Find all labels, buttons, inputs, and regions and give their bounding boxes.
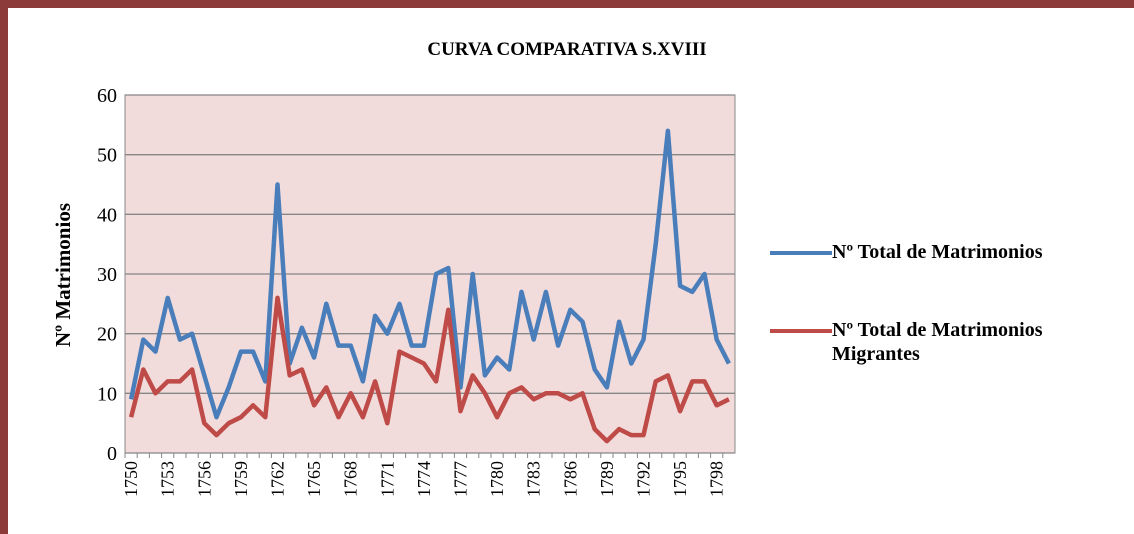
legend-label: Nº Total de Matrimonios Migrantes	[832, 319, 1043, 365]
x-tick-label: 1783	[524, 461, 544, 497]
y-tick-label: 10	[97, 383, 117, 405]
x-tick-label: 1768	[341, 461, 361, 497]
y-axis-label: Nº Matrimonios	[51, 203, 75, 347]
x-tick-label: 1759	[231, 461, 251, 497]
y-tick-label: 0	[107, 443, 117, 465]
x-tick-label: 1771	[377, 461, 397, 497]
x-tick-label: 1780	[487, 461, 507, 497]
x-tick-label: 1765	[304, 461, 324, 497]
legend-swatch	[770, 251, 832, 255]
x-tick-label: 1795	[670, 461, 690, 497]
series-line	[128, 295, 730, 444]
x-tick-label: 1756	[194, 461, 214, 497]
y-tick-label: 40	[97, 204, 117, 226]
x-tick-label: 1789	[597, 461, 617, 497]
series-line	[128, 128, 731, 420]
y-tick-label: 30	[97, 264, 117, 286]
legend-entry: Nº Total de Matrimonios	[770, 240, 1130, 264]
y-tick-label: 50	[97, 145, 117, 167]
x-tick-label: 1798	[707, 461, 727, 497]
legend-label: Nº Total de Matrimonios	[832, 241, 1043, 263]
x-tick-label: 1762	[268, 461, 288, 497]
x-tick-label: 1753	[158, 461, 178, 497]
x-tick-label: 1792	[634, 461, 654, 497]
chart-title: CURVA COMPARATIVA S.XVIII	[427, 39, 706, 60]
y-tick-label: 20	[97, 324, 117, 346]
legend-entry: Nº Total de Matrimonios Migrantes	[770, 318, 1130, 366]
y-tick-label: 60	[97, 85, 117, 107]
x-tick-label: 1774	[414, 461, 434, 497]
x-tick-label: 1777	[451, 461, 471, 497]
x-tick-label: 1786	[560, 461, 580, 497]
legend-swatch	[770, 329, 832, 333]
x-tick-label: 1750	[121, 461, 141, 497]
